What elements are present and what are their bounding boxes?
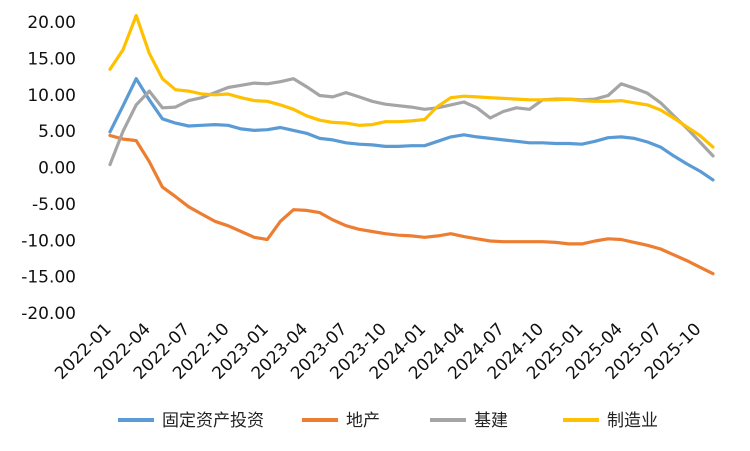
y-tick-label: -5.00	[32, 195, 76, 215]
y-tick-label: 20.00	[27, 13, 76, 33]
legend-label: 基建	[474, 411, 508, 431]
y-tick-label: -15.00	[21, 268, 76, 288]
y-tick-label: 0.00	[38, 159, 76, 179]
y-tick-label: 10.00	[27, 86, 76, 106]
x-axis: 2022-012022-042022-072022-102023-012023-…	[51, 319, 705, 383]
legend-label: 固定资产投资	[162, 411, 264, 431]
series-lines	[108, 13, 715, 276]
y-axis: 20.00 15.00 10.00 5.00 0.00 -5.00 -10.00 -15.00…	[21, 13, 76, 324]
legend-label: 制造业	[607, 411, 658, 431]
y-tick-label: -20.00	[21, 304, 76, 324]
series-line-1	[108, 133, 715, 276]
y-tick-label: 5.00	[38, 122, 76, 142]
series-line-0	[108, 77, 715, 182]
legend: 固定资产投资 地产 基建 制造业	[118, 411, 658, 431]
legend-label: 地产	[346, 411, 380, 431]
series-line-3	[108, 13, 715, 149]
y-tick-label: 15.00	[27, 49, 76, 69]
y-tick-label: -10.00	[21, 231, 76, 251]
